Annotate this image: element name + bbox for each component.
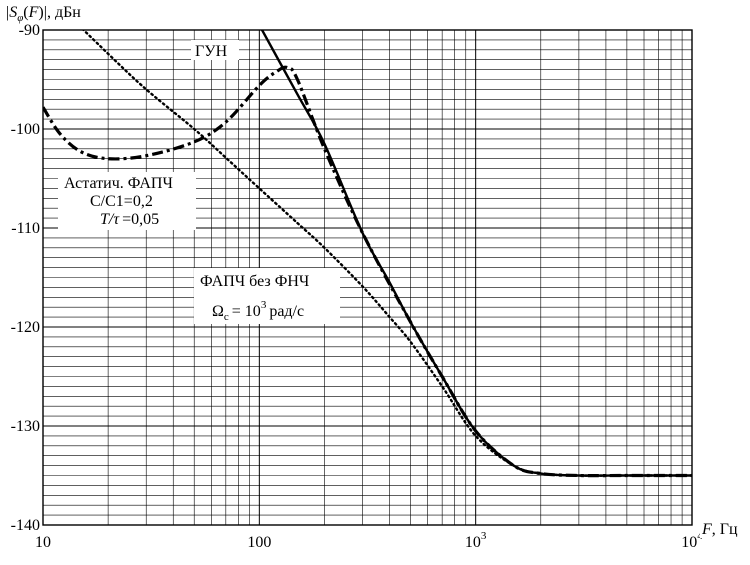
y-tick-label: -100 [11, 121, 40, 138]
x-tick-labels: 10 100 103 104 [35, 530, 703, 551]
y-tick-label: -110 [11, 220, 40, 237]
annotation-pll-no-filter: ФАПЧ без ФНЧ [200, 273, 309, 290]
y-tick-label: -120 [11, 319, 40, 336]
annotation-vco: ГУН [195, 43, 228, 60]
annotation-time-ratio: T/τ =0,05 [100, 211, 159, 228]
y-tick-label: -90 [19, 22, 40, 39]
y-tick-labels: -90 -100 -110 -120 -130 -140 [11, 22, 40, 534]
x-tick-label: 100 [247, 534, 271, 551]
y-axis-label: |Sφ(F)|, дБн [6, 4, 81, 24]
x-tick-label: 10 [35, 534, 51, 551]
series-group [43, 30, 692, 478]
x-tick-label: 103 [465, 530, 487, 551]
x-tick-label: 104 [681, 530, 703, 551]
y-tick-label: -130 [11, 418, 40, 435]
series-line-3 [81, 30, 692, 477]
annotation-capacitance-ratio: C/C1=0,2 [90, 193, 153, 210]
x-axis-label: F, Гц [701, 521, 738, 538]
y-tick-label: -140 [11, 517, 40, 534]
annotation-omega-c: Ωс = 103 рад/с [212, 299, 304, 323]
annotation-astatic-pll: Астатич. ФАПЧ [64, 175, 173, 192]
grid [42, 29, 693, 526]
plot-frame [42, 29, 693, 526]
